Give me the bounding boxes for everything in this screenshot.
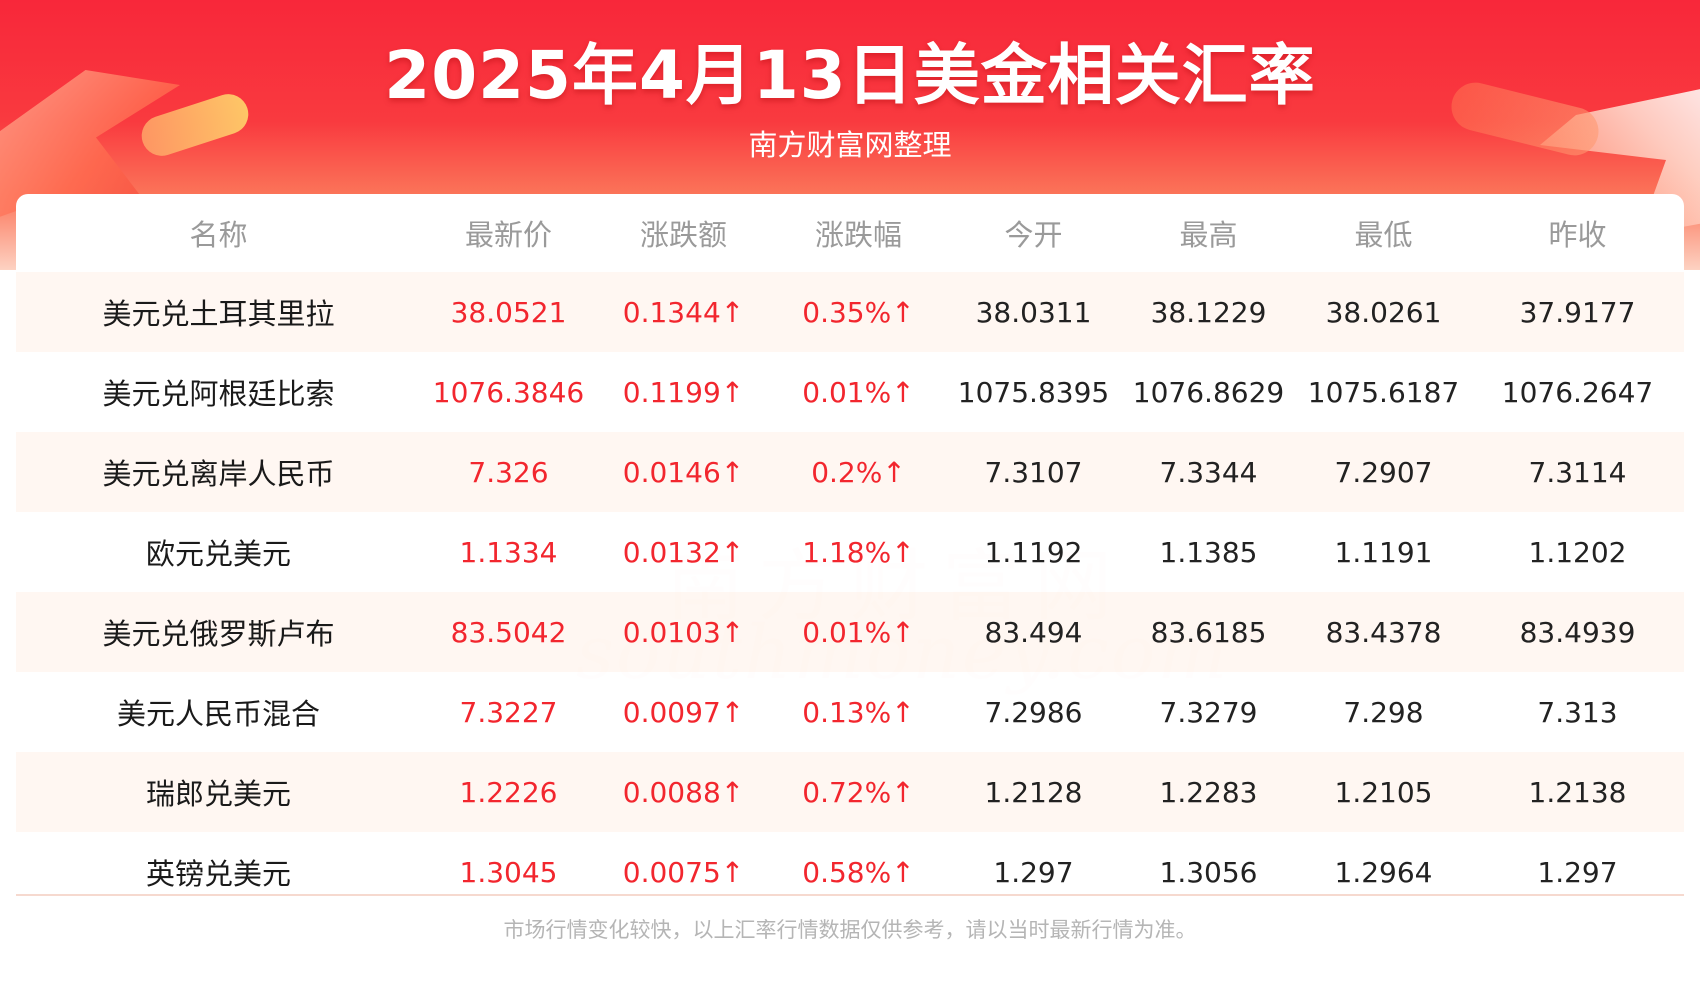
table-cell-prev-close: 83.4939 [1471, 592, 1684, 672]
table-cell-low: 1.1191 [1296, 512, 1471, 592]
table-cell-name: 英镑兑美元 [16, 832, 421, 894]
table-cell-latest: 1076.3846 [421, 352, 596, 432]
table-cell-name: 美元兑阿根廷比索 [16, 352, 421, 432]
table-cell-prev-close: 37.9177 [1471, 272, 1684, 352]
table-cell-name: 瑞郎兑美元 [16, 752, 421, 832]
table-row: 美元兑离岸人民币 7.326 0.0146↑ 0.2%↑ 7.3107 7.3344 7.2… [16, 432, 1684, 512]
table-cell-change-pct: 0.58%↑ [771, 832, 946, 894]
table-row: 美元兑土耳其里拉 38.0521 0.1344↑ 0.35%↑ 38.0311 38.12… [16, 272, 1684, 352]
rates-table: 名称 最新价 涨跌额 涨跌幅 今开 最高 最低 昨收 美元兑土耳其里拉 38.0521 0.134… [16, 194, 1684, 894]
table-body: 美元兑土耳其里拉 38.0521 0.1344↑ 0.35%↑ 38.0311 38.12… [16, 272, 1684, 894]
table-cell-low: 83.4378 [1296, 592, 1471, 672]
table-cell-high: 83.6185 [1121, 592, 1296, 672]
table-cell-prev-close: 7.3114 [1471, 432, 1684, 512]
table-cell-open: 7.2986 [946, 672, 1121, 752]
table-row: 瑞郎兑美元 1.2226 0.0088↑ 0.72%↑ 1.2128 1.2283 1.21… [16, 752, 1684, 832]
table-cell-change-pct: 0.2%↑ [771, 432, 946, 512]
table-cell-name: 美元兑土耳其里拉 [16, 272, 421, 352]
table-cell-low: 1.2105 [1296, 752, 1471, 832]
table-cell-open: 1075.8395 [946, 352, 1121, 432]
column-header-latest: 最新价 [464, 218, 552, 252]
table-cell-high: 1.2283 [1121, 752, 1296, 832]
table-cell-change: 0.0146↑ [596, 432, 771, 512]
table-cell-change: 0.0075↑ [596, 832, 771, 894]
table-row: 美元兑俄罗斯卢布 83.5042 0.0103↑ 0.01%↑ 83.494 83.618… [16, 592, 1684, 672]
table-cell-prev-close: 1.297 [1471, 832, 1684, 894]
table-cell-prev-close: 1.2138 [1471, 752, 1684, 832]
table-cell-change: 0.0132↑ [596, 512, 771, 592]
page-title: 2025年4月13日美金相关汇率 [384, 37, 1316, 114]
table-cell-change-pct: 0.35%↑ [771, 272, 946, 352]
page-subtitle: 南方财富网整理 [748, 128, 952, 162]
table-cell-prev-close: 7.313 [1471, 672, 1684, 752]
table-cell-latest: 7.326 [421, 432, 596, 512]
column-header-change: 涨跌额 [639, 218, 727, 252]
table-cell-latest: 1.3045 [421, 832, 596, 894]
table-cell-low: 7.298 [1296, 672, 1471, 752]
column-header-high: 最高 [1179, 218, 1238, 252]
column-header-change-pct: 涨跌幅 [814, 218, 902, 252]
table-cell-high: 1076.8629 [1121, 352, 1296, 432]
disclaimer-note: 市场行情变化较快，以上汇率行情数据仅供参考，请以当时最新行情为准。 [503, 918, 1197, 942]
table-cell-high: 1.1385 [1121, 512, 1296, 592]
rates-card: 南方财富网 southmoney.com 名称最新价涨跌额涨跌幅今开最高最低昨收… [16, 194, 1684, 896]
table-cell-low: 1.2964 [1296, 832, 1471, 894]
table-cell-latest: 38.0521 [421, 272, 596, 352]
column-header-low: 最低 [1354, 218, 1413, 252]
table-header-row: 名称 最新价 涨跌额 涨跌幅 今开 最高 最低 昨收 [16, 194, 1684, 272]
table-cell-open: 1.1192 [946, 512, 1121, 592]
table-cell-open: 1.2128 [946, 752, 1121, 832]
table-cell-name: 美元兑离岸人民币 [16, 432, 421, 512]
table-cell-change-pct: 1.18%↑ [771, 512, 946, 592]
table-cell-change: 0.0097↑ [596, 672, 771, 752]
table-cell-change-pct: 0.13%↑ [771, 672, 946, 752]
table-cell-change: 0.1344↑ [596, 272, 771, 352]
table-cell-change-pct: 0.01%↑ [771, 352, 946, 432]
table-cell-latest: 1.2226 [421, 752, 596, 832]
table-row: 欧元兑美元 1.1334 0.0132↑ 1.18%↑ 1.1192 1.1385 1.11… [16, 512, 1684, 592]
table-cell-latest: 1.1334 [421, 512, 596, 592]
table-cell-prev-close: 1076.2647 [1471, 352, 1684, 432]
table-cell-name: 欧元兑美元 [16, 512, 421, 592]
table-row: 美元人民币混合 7.3227 0.0097↑ 0.13%↑ 7.2986 7.3279 7.… [16, 672, 1684, 752]
table-cell-latest: 7.3227 [421, 672, 596, 752]
column-header-open: 今开 [1004, 218, 1063, 252]
table-row: 英镑兑美元 1.3045 0.0075↑ 0.58%↑ 1.297 1.3056 1.296… [16, 832, 1684, 894]
table-cell-change-pct: 0.01%↑ [771, 592, 946, 672]
table-cell-high: 7.3344 [1121, 432, 1296, 512]
table-cell-low: 7.2907 [1296, 432, 1471, 512]
table-cell-low: 38.0261 [1296, 272, 1471, 352]
table-cell-change: 0.0103↑ [596, 592, 771, 672]
column-header-name: 名称 [189, 218, 248, 252]
column-header-prev-close: 昨收 [1548, 218, 1607, 252]
table-cell-name: 美元兑俄罗斯卢布 [16, 592, 421, 672]
table-cell-high: 7.3279 [1121, 672, 1296, 752]
table-cell-change: 0.1199↑ [596, 352, 771, 432]
table-cell-open: 1.297 [946, 832, 1121, 894]
table-cell-change: 0.0088↑ [596, 752, 771, 832]
table-cell-high: 1.3056 [1121, 832, 1296, 894]
table-cell-open: 7.3107 [946, 432, 1121, 512]
table-cell-open: 83.494 [946, 592, 1121, 672]
table-cell-change-pct: 0.72%↑ [771, 752, 946, 832]
table-cell-prev-close: 1.1202 [1471, 512, 1684, 592]
table-cell-low: 1075.6187 [1296, 352, 1471, 432]
table-cell-high: 38.1229 [1121, 272, 1296, 352]
table-cell-latest: 83.5042 [421, 592, 596, 672]
table-cell-open: 38.0311 [946, 272, 1121, 352]
table-cell-name: 美元人民币混合 [16, 672, 421, 752]
table-row: 美元兑阿根廷比索 1076.3846 0.1199↑ 0.01%↑ 1075.8395 1… [16, 352, 1684, 432]
